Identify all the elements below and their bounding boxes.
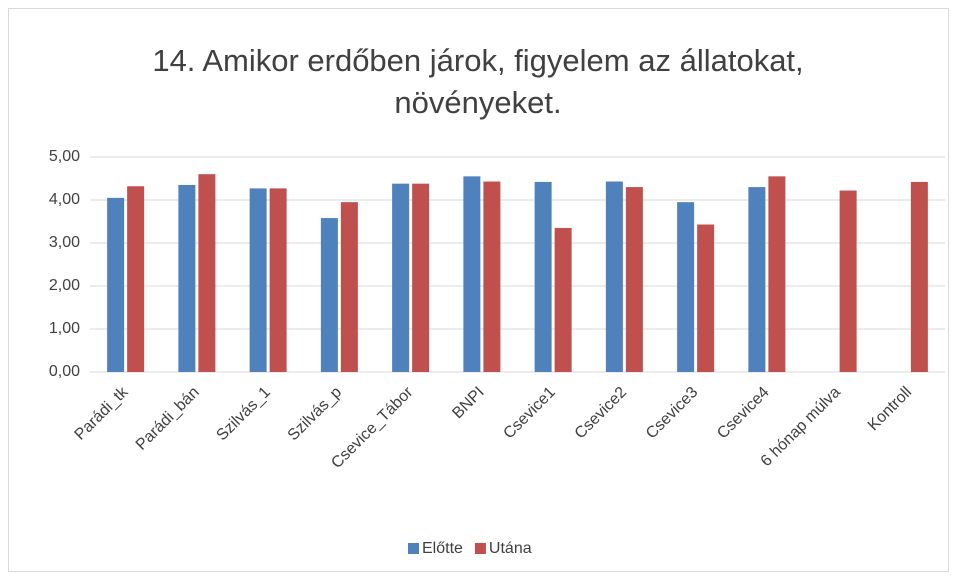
bar [768, 176, 786, 372]
y-tick-label: 0,00 [49, 363, 80, 380]
bar [178, 184, 196, 372]
bar [910, 181, 928, 372]
bar [392, 183, 410, 372]
bar [697, 224, 715, 372]
bar [198, 174, 216, 372]
y-tick-label: 1,00 [49, 320, 80, 337]
x-tick-label: BNPI [449, 384, 487, 422]
bar [340, 202, 358, 372]
legend-swatch [474, 543, 486, 554]
y-tick-label: 2,00 [49, 277, 80, 294]
bar [748, 187, 766, 372]
bar [249, 188, 267, 372]
x-tick-label: Csevice1 [500, 384, 559, 443]
legend-label: Utána [489, 540, 532, 557]
bar [127, 186, 145, 372]
x-tick-label: Parádi_tk [72, 383, 133, 444]
bar [534, 181, 552, 372]
x-tick-label: Szilvás_p [285, 384, 346, 445]
y-tick-label: 5,00 [49, 148, 80, 165]
x-tick-label: Kontroll [865, 384, 915, 434]
legend-label: Előtte [422, 540, 463, 557]
x-tick-label: Parádi_bán [133, 384, 203, 454]
x-tick-label: Csevice2 [572, 384, 631, 443]
bar [320, 218, 338, 372]
bar [269, 188, 287, 372]
bar [839, 190, 857, 372]
legend-swatch [408, 543, 419, 554]
y-tick-label: 4,00 [49, 191, 80, 208]
bar [605, 181, 623, 372]
bar [483, 181, 501, 372]
bar [677, 202, 695, 372]
bar [107, 197, 125, 372]
bar [412, 183, 430, 372]
x-tick-label: Szilvás_1 [213, 384, 274, 445]
chart-title: 14. Amikor erdőben járok, figyelem az ál… [152, 43, 804, 120]
y-tick-label: 3,00 [49, 234, 80, 251]
bar [625, 187, 643, 372]
bar [463, 176, 481, 372]
chart-border [8, 8, 949, 572]
x-tick-label: Csevice3 [643, 384, 702, 443]
x-tick-label: Csevice4 [714, 384, 773, 443]
bar [554, 227, 572, 372]
